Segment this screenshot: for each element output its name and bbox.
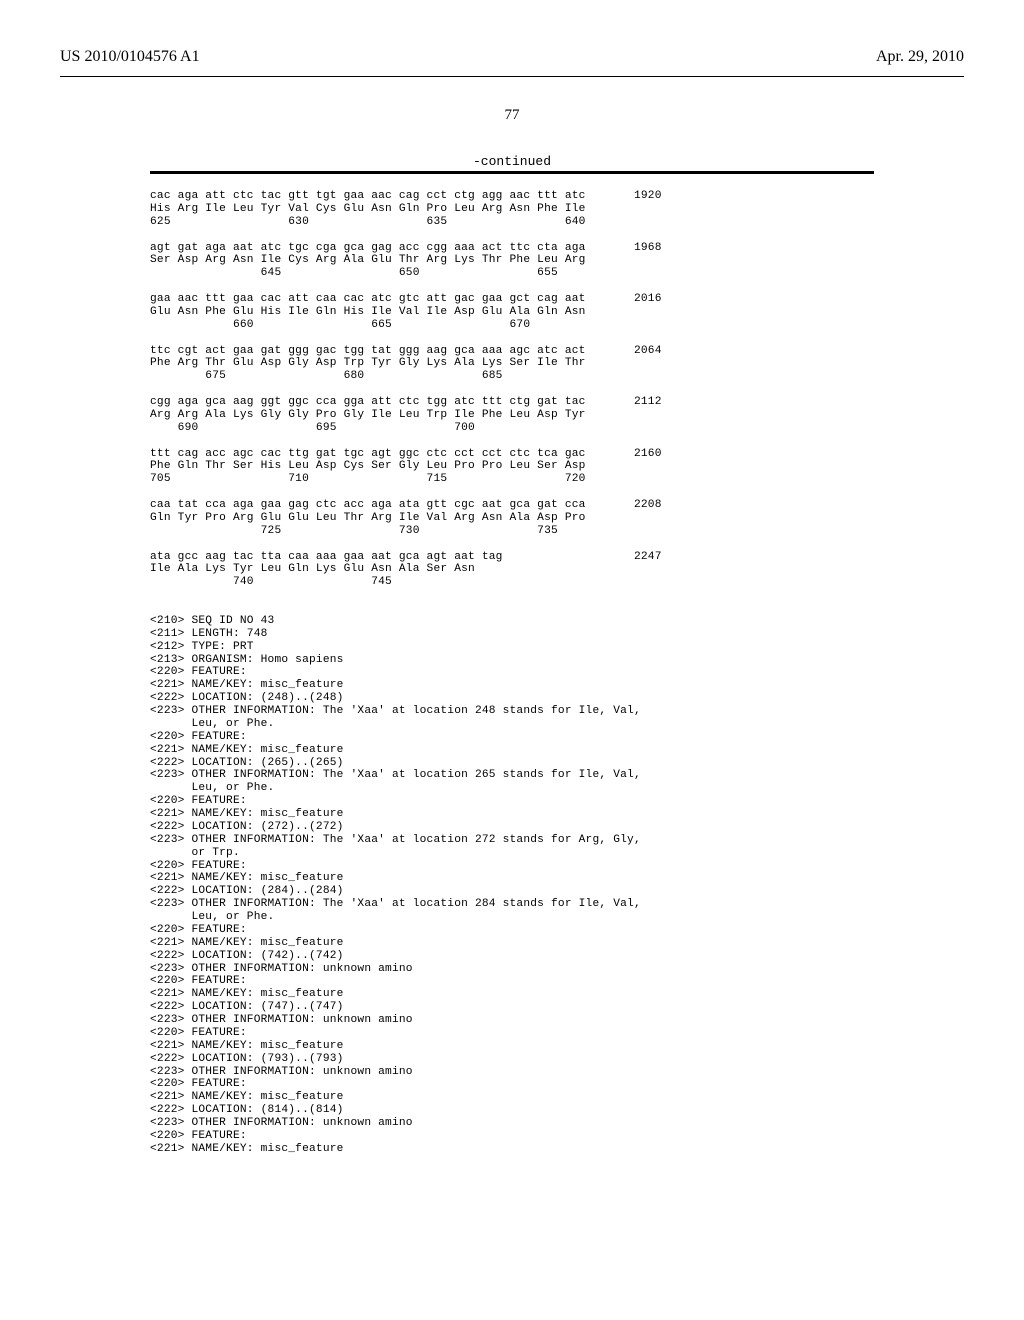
publication-number: US 2010/0104576 A1 [60, 48, 200, 66]
continued-label: -continued [0, 154, 1024, 169]
page-header: US 2010/0104576 A1 Apr. 29, 2010 [0, 0, 1024, 74]
sequence-listing: cac aga att ctc tac gtt tgt gaa aac cag … [150, 190, 1024, 1156]
sequence-top-rule-2 [150, 173, 874, 174]
publication-date: Apr. 29, 2010 [876, 48, 964, 66]
page-number: 77 [0, 107, 1024, 124]
header-rule [60, 76, 964, 77]
